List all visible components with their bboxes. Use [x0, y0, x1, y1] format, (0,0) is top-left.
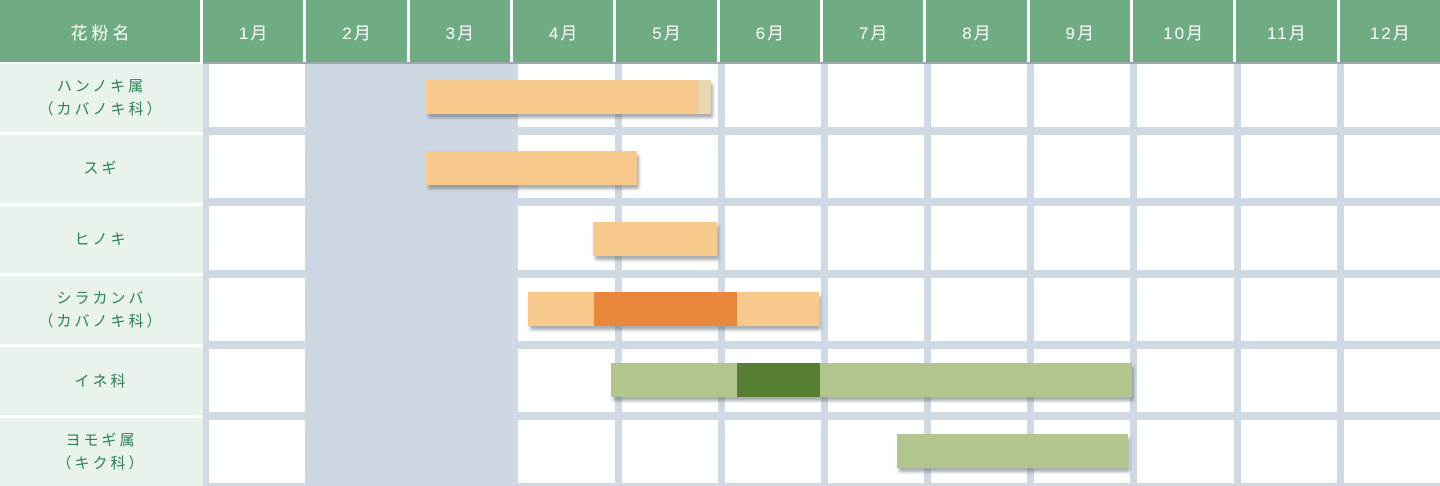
month-header-10: 10月	[1132, 0, 1237, 62]
pollen-bar-segment-green_light	[896, 433, 1128, 468]
row-label-6: ヨモギ属 （キク科）	[0, 418, 203, 486]
month-header-11: 11月	[1236, 0, 1340, 62]
grid-cell	[1137, 419, 1234, 483]
row-label-line: ヨモギ属	[65, 431, 138, 449]
grid-cell	[827, 277, 925, 341]
pollen-bar-segment-green_light	[611, 363, 737, 397]
grid-cell	[1343, 419, 1440, 483]
grid-cell	[1034, 64, 1131, 128]
grid-cell	[209, 206, 306, 270]
grid-cell	[1240, 277, 1337, 341]
grid-cell	[724, 419, 821, 483]
grid-cell	[1137, 64, 1234, 128]
pollen-period-bar-row-2	[425, 151, 637, 185]
grid-cell	[1034, 206, 1131, 270]
month-header-2: 2月	[306, 0, 410, 62]
grid-cell	[1240, 348, 1337, 412]
grid-cell	[1034, 277, 1131, 341]
month-header-12: 12月	[1339, 0, 1440, 62]
row-label-4: シラカンバ （カバノキ科）	[0, 276, 203, 345]
month-header-5: 5月	[616, 0, 720, 62]
grid-cell	[724, 135, 821, 199]
grid-cell	[827, 135, 925, 199]
grid-cell	[1137, 206, 1234, 270]
pollen-bar-segment-green_dark	[736, 363, 821, 397]
header-row: 花粉名 1月 2月 3月 4月 5月 6月 7月 8月 9月 10月 11月 12月	[0, 0, 1440, 62]
grid-cell	[931, 206, 1028, 270]
row-label-line: （カバノキ科）	[38, 100, 165, 118]
pollen-bars-layer	[203, 62, 1440, 486]
row-label-3: ヒノキ	[0, 205, 203, 274]
grid-cell	[209, 135, 306, 199]
grid-cell	[1343, 135, 1440, 199]
row-label-line: シラカンバ	[56, 290, 147, 308]
grid-cell	[1343, 348, 1440, 412]
pollen-bar-segment-orange_dark	[593, 292, 737, 327]
grid-cell	[931, 135, 1028, 199]
month-header-9: 9月	[1029, 0, 1133, 62]
grid-cell	[827, 64, 925, 128]
grid-cell	[931, 277, 1028, 341]
month-header-6: 6月	[719, 0, 823, 62]
highlight-band	[306, 62, 513, 486]
pollen-bar-segment-orange_light	[527, 292, 594, 327]
pollen-period-bar-row-3	[592, 221, 718, 256]
grid-cell	[1343, 277, 1440, 341]
row-label-1: ハンノキ属 （カバノキ科）	[0, 64, 203, 132]
pollen-bar-segment-green_light	[820, 363, 1132, 397]
grid-cell	[1343, 64, 1440, 128]
row-label-2: スギ	[0, 134, 203, 203]
grid-cell	[724, 64, 821, 128]
row-label-line: スギ	[83, 160, 120, 178]
row-labels-column: ハンノキ属 （カバノキ科） スギヒノキシラカンバ （カバノキ科） イネ科ヨモギ属 （キク科…	[0, 62, 203, 486]
grid-cell	[1240, 206, 1337, 270]
grid-cell	[209, 277, 306, 341]
pollen-period-bar-row-6	[896, 433, 1128, 468]
row-label-line: イネ科	[74, 372, 129, 390]
row-label-line: （キク科）	[56, 455, 147, 473]
month-header-4: 4月	[512, 0, 617, 62]
pollen-period-bar-row-1	[425, 80, 712, 115]
pollen-period-bar-row-4	[527, 292, 820, 327]
row-label-5: イネ科	[0, 347, 203, 416]
grid-cell	[931, 64, 1028, 128]
grid-cell	[1343, 206, 1440, 270]
calendar-grid	[203, 62, 1440, 486]
month-header-7: 7月	[822, 0, 927, 62]
grid-cell	[1240, 64, 1337, 128]
grid-cell	[827, 206, 925, 270]
grid-cell	[209, 64, 306, 128]
grid-cell	[209, 419, 306, 483]
corner-header-cell: 花粉名	[0, 0, 203, 62]
pollen-bar-segment-orange_pale	[697, 80, 712, 115]
grid-cell	[518, 348, 615, 412]
row-label-line: （カバノキ科）	[38, 313, 165, 331]
calendar-body: ハンノキ属 （カバノキ科） スギヒノキシラカンバ （カバノキ科） イネ科ヨモギ属 （キク科…	[0, 62, 1440, 486]
grid-cell	[1240, 419, 1337, 483]
grid-cell	[1137, 277, 1234, 341]
month-header-8: 8月	[926, 0, 1030, 62]
month-header-row: 1月 2月 3月 4月 5月 6月 7月 8月 9月 10月 11月 12月	[203, 0, 1440, 62]
grid-cell	[621, 419, 718, 483]
pollen-bar-segment-orange_light	[592, 221, 718, 256]
row-label-line: ハンノキ属	[56, 77, 147, 95]
row-label-line: ヒノキ	[74, 230, 129, 248]
pollen-bar-segment-orange_light	[425, 151, 637, 185]
grid-cell	[1240, 135, 1337, 199]
grid-cell	[1034, 135, 1131, 199]
grid-cell	[1137, 348, 1234, 412]
pollen-period-bar-row-5	[611, 363, 1132, 397]
pollen-bar-segment-orange_light	[736, 292, 820, 327]
grid-cell	[724, 206, 821, 270]
pollen-bar-segment-orange_light	[425, 80, 698, 115]
grid-cell	[209, 348, 306, 412]
month-header-3: 3月	[409, 0, 513, 62]
grid-cell	[518, 419, 615, 483]
grid-cell	[621, 135, 718, 199]
grid-cell	[1137, 135, 1234, 199]
month-header-1: 1月	[203, 0, 307, 62]
